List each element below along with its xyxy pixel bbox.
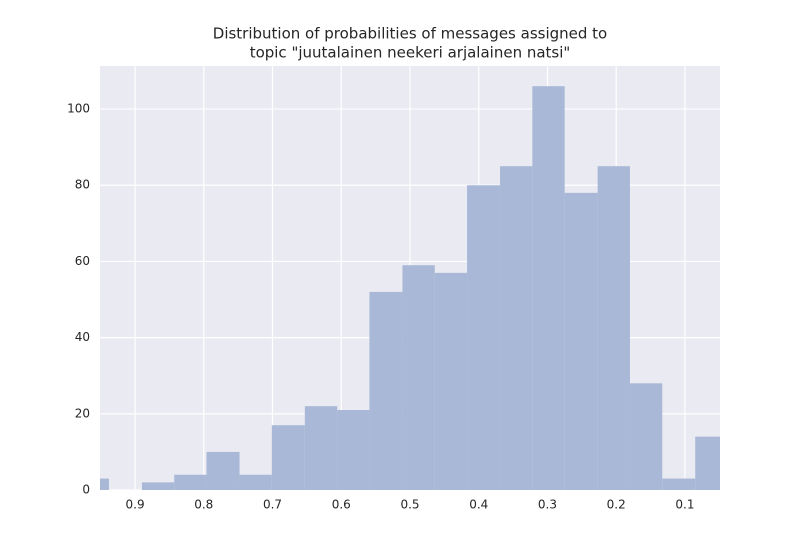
bar [304, 406, 338, 490]
y-tick-label: 0 [82, 483, 90, 497]
bar [532, 86, 565, 490]
chart-title: Distribution of probabilities of message… [213, 25, 607, 43]
y-tick-label: 60 [75, 254, 90, 268]
x-tick-label: 0.9 [126, 498, 145, 512]
chart-title: topic "juutalainen neekeri arjalainen na… [250, 44, 571, 62]
bar [141, 482, 175, 490]
bar [402, 265, 435, 490]
bar [174, 474, 207, 490]
bar [564, 192, 598, 490]
x-tick-label: 0.5 [400, 498, 419, 512]
bar [271, 425, 305, 490]
y-tick-label: 20 [75, 406, 90, 420]
x-tick-label: 0.7 [263, 498, 282, 512]
bar [629, 383, 663, 490]
x-tick-label: 0.3 [538, 498, 557, 512]
y-tick-label: 100 [67, 102, 90, 116]
bar [467, 185, 501, 490]
x-tick-label: 0.2 [607, 498, 626, 512]
bar [337, 410, 370, 490]
bar [239, 474, 272, 490]
y-tick-label: 80 [75, 178, 90, 192]
bar [369, 291, 403, 490]
bar [500, 166, 533, 490]
bar [662, 478, 696, 490]
bar [695, 436, 720, 490]
bar [434, 272, 468, 490]
x-tick-label: 0.1 [675, 498, 694, 512]
bar [100, 478, 109, 490]
bar [206, 451, 240, 490]
x-tick-label: 0.4 [469, 498, 488, 512]
bar [597, 166, 630, 490]
y-tick-label: 40 [75, 330, 90, 344]
x-tick-label: 0.8 [194, 498, 213, 512]
x-tick-label: 0.6 [332, 498, 351, 512]
